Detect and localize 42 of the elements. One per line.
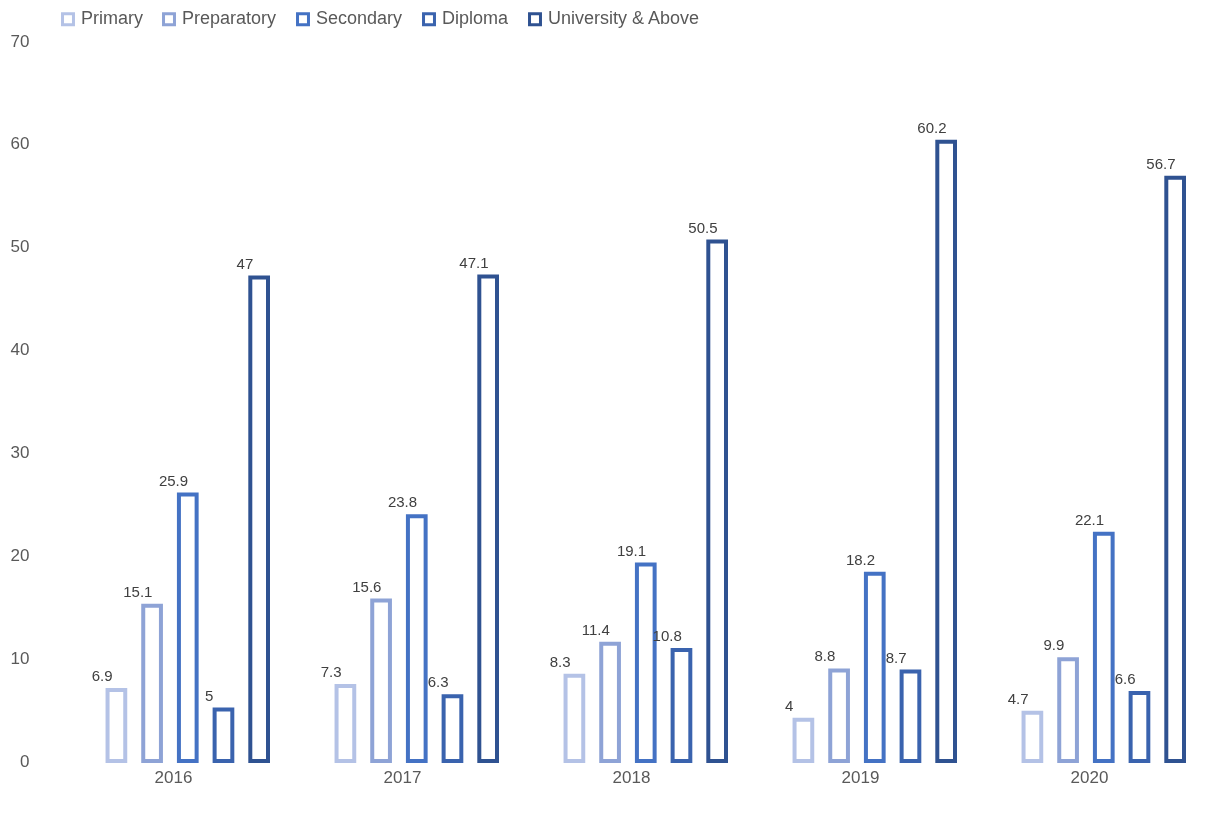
y-tick-label: 30 [10,442,30,462]
data-label: 15.1 [123,582,153,600]
data-label: 47 [236,254,254,272]
data-label: 6.3 [427,673,449,691]
data-label: 25.9 [158,471,189,489]
data-label: 60.2 [917,118,947,136]
x-tick-label: 2018 [612,767,651,787]
x-tick-label: 2020 [1070,767,1109,787]
y-tick-label: 70 [10,31,30,51]
data-label: 9.9 [1043,636,1065,654]
data-label: 7.3 [320,662,342,680]
y-tick-label: 60 [10,134,30,154]
data-label: 5 [205,686,214,704]
data-label: 8.8 [814,647,836,665]
y-tick-label: 0 [20,751,30,771]
data-label: 11.4 [581,620,610,638]
y-tick-label: 20 [10,545,30,565]
legend-label: Primary [81,8,143,29]
data-label: 19.1 [616,541,647,559]
data-label: 18.2 [845,550,876,568]
x-tick-label: 2017 [383,767,422,787]
data-label: 47.1 [459,253,489,271]
data-label: 6.9 [91,667,113,685]
y-tick-label: 10 [10,648,30,668]
data-label: 8.3 [549,652,571,670]
data-label: 15.6 [352,577,382,595]
data-label: 6.6 [1114,670,1136,688]
legend-label: University & Above [548,8,700,29]
x-tick-label: 2016 [154,767,193,787]
data-label: 8.7 [885,648,907,666]
legend-label: Diploma [442,8,510,29]
legend-label: Preparatory [182,8,277,29]
data-label: 50.5 [688,218,718,236]
data-label: 23.8 [387,493,418,511]
data-label: 56.7 [1146,154,1176,172]
data-label: 4 [784,696,794,714]
data-label: 22.1 [1074,510,1105,528]
y-tick-label: 40 [10,340,30,360]
y-tick-label: 50 [10,237,30,257]
x-tick-label: 2019 [841,767,880,787]
data-label: 4.7 [1007,689,1029,707]
legend-label: Secondary [316,8,403,29]
